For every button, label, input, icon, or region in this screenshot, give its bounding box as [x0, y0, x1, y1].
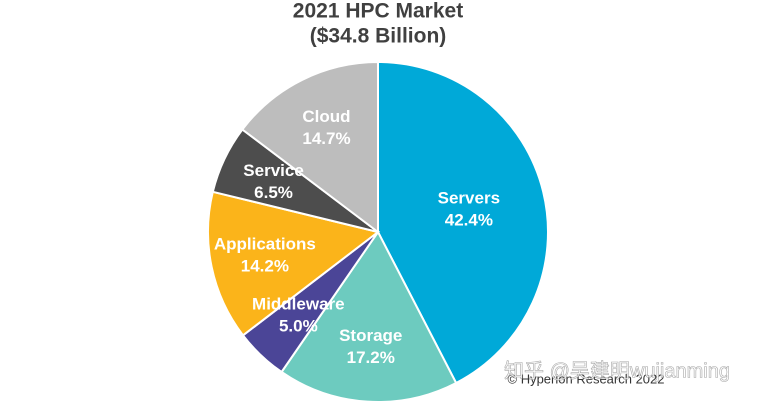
slice-value-label: 14.2%: [241, 256, 289, 275]
slice-label: Applications: [214, 234, 316, 253]
pie-slice: [240, 60, 379, 235]
slice-value-label: 5.0%: [279, 316, 318, 335]
slice-label: Storage: [339, 326, 402, 345]
watermark: 知乎 @吴建明wujianming: [504, 359, 730, 382]
slice-value-label: 42.4%: [445, 210, 493, 229]
slice-value-label: 14.7%: [302, 129, 350, 148]
source: © Hyperion Research 2022: [508, 371, 665, 386]
pie-slice: [207, 190, 381, 337]
chart-subtitle: ($34.8 Billion): [310, 25, 447, 48]
pie-slice: [280, 230, 458, 403]
slice-label: Middleware: [252, 294, 345, 313]
pie: [207, 60, 549, 403]
slice-label: Servers: [438, 188, 500, 207]
slice-label: Cloud: [302, 107, 350, 126]
chart-title: 2021 HPC Market: [293, 0, 463, 23]
slice-label: Service: [243, 161, 304, 180]
pie-slice: [377, 60, 549, 385]
slice-value-label: 6.5%: [254, 183, 293, 202]
slice-value-label: 17.2%: [347, 348, 395, 367]
